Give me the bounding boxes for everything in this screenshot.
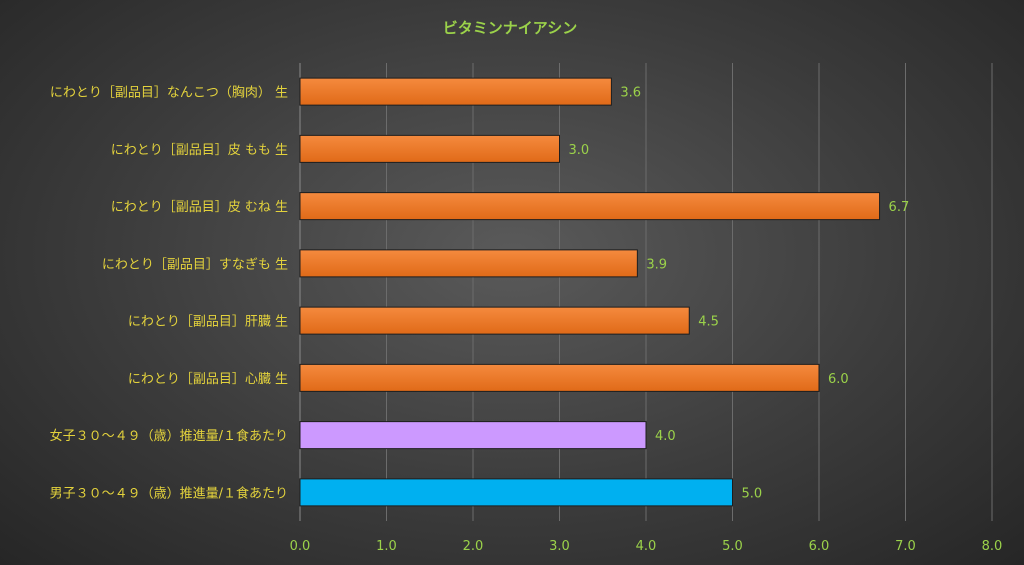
data-label: 4.0 <box>655 429 676 444</box>
category-label: にわとり［副品目］なんこつ（胸肉） 生 <box>50 86 288 101</box>
category-label: にわとり［副品目］皮 もも 生 <box>111 143 288 158</box>
x-tick-label: 4.0 <box>636 539 657 554</box>
bar <box>299 249 638 278</box>
data-label: 3.9 <box>646 257 667 272</box>
bar <box>299 77 612 106</box>
x-tick-label: 0.0 <box>290 539 311 554</box>
bar <box>299 363 820 392</box>
bar <box>299 134 560 163</box>
category-label: 男子３０～４９（歳）推進量/１食あたり <box>50 485 288 501</box>
bar <box>299 306 690 335</box>
data-label: 6.0 <box>828 372 849 387</box>
labels: 0.0 1.0 2.0 3.0 4.0 5.0 6.0 7.0 8.0 3.6 にわとり［副品目］な… <box>50 86 1003 554</box>
x-tick-label: 6.0 <box>809 539 830 554</box>
category-label: 女子３０～４９（歳）推進量/１食あたり <box>50 428 288 444</box>
bar <box>299 478 733 507</box>
data-label: 3.0 <box>569 143 590 158</box>
bar <box>299 421 647 450</box>
bar <box>299 192 881 221</box>
gridlines <box>299 63 993 521</box>
category-label: にわとり［副品目］皮 むね 生 <box>111 200 288 215</box>
data-label: 5.0 <box>742 486 763 501</box>
category-label: にわとり［副品目］すなぎも 生 <box>102 257 288 272</box>
x-tick-label: 5.0 <box>722 539 743 554</box>
chart-title: ビタミンナイアシン <box>443 19 577 37</box>
bars <box>299 77 881 507</box>
data-label: 3.6 <box>620 86 641 101</box>
x-tick-label: 8.0 <box>982 539 1003 554</box>
data-label: 6.7 <box>889 200 910 215</box>
x-tick-label: 7.0 <box>895 539 916 554</box>
data-label: 4.5 <box>698 315 719 330</box>
category-label: にわとり［副品目］肝臓 生 <box>128 315 288 330</box>
category-label: にわとり［副品目］心臓 生 <box>128 372 288 387</box>
x-tick-label: 1.0 <box>376 539 397 554</box>
x-tick-label: 2.0 <box>463 539 484 554</box>
x-tick-label: 3.0 <box>549 539 570 554</box>
